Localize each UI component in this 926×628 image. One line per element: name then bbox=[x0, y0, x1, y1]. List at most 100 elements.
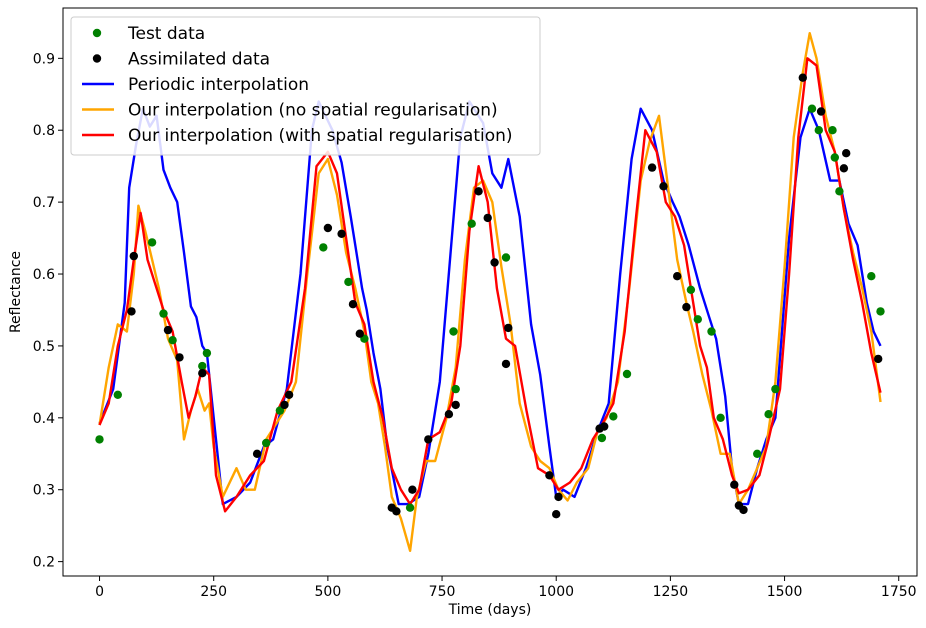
data-point-0 bbox=[344, 277, 353, 287]
x-tick-label: 1750 bbox=[881, 584, 917, 600]
y-tick-label: 0.3 bbox=[33, 483, 55, 499]
data-point-0 bbox=[198, 361, 207, 371]
legend-label: Our interpolation (with spatial regulari… bbox=[128, 126, 513, 146]
legend-box bbox=[70, 16, 541, 156]
data-point-1 bbox=[163, 325, 173, 335]
x-axis-label: Time (days) bbox=[448, 602, 532, 618]
data-point-0 bbox=[609, 412, 618, 421]
data-point-0 bbox=[814, 126, 823, 135]
data-point-0 bbox=[275, 406, 285, 415]
data-point-1 bbox=[424, 435, 433, 444]
data-point-1 bbox=[444, 410, 454, 419]
x-tick-label: 750 bbox=[429, 584, 456, 600]
data-point-1 bbox=[483, 213, 492, 223]
data-point-0 bbox=[753, 449, 762, 458]
y-tick-label: 0.6 bbox=[33, 267, 55, 283]
legend-label: Our interpolation (no spatial regularisa… bbox=[128, 101, 498, 121]
y-axis-label: Reflectance bbox=[8, 251, 24, 333]
data-point-1 bbox=[284, 390, 294, 399]
data-point-1 bbox=[127, 307, 136, 316]
data-point-1 bbox=[816, 107, 826, 116]
data-point-0 bbox=[693, 315, 702, 324]
data-point-0 bbox=[202, 348, 212, 358]
x-tick-label: 250 bbox=[200, 584, 227, 600]
data-point-0 bbox=[807, 104, 817, 113]
legend-marker bbox=[92, 28, 102, 38]
legend-label: Periodic interpolation bbox=[128, 75, 309, 95]
data-point-0 bbox=[707, 327, 716, 336]
data-point-0 bbox=[451, 384, 460, 394]
data-point-0 bbox=[405, 503, 415, 512]
data-point-1 bbox=[874, 354, 883, 364]
data-point-0 bbox=[159, 309, 168, 318]
data-point-1 bbox=[739, 505, 748, 515]
data-point-1 bbox=[647, 163, 657, 172]
data-point-1 bbox=[348, 300, 358, 309]
data-point-1 bbox=[501, 359, 511, 369]
data-point-0 bbox=[830, 153, 839, 162]
data-point-0 bbox=[835, 187, 844, 196]
data-point-0 bbox=[764, 410, 773, 419]
data-point-0 bbox=[262, 438, 271, 448]
series-points bbox=[95, 73, 885, 519]
data-point-0 bbox=[622, 369, 632, 379]
x-tick-label: 500 bbox=[315, 584, 342, 600]
legend: Test data Assimilated data Periodic interp… bbox=[70, 16, 541, 156]
data-point-1 bbox=[490, 258, 499, 267]
data-point-0 bbox=[113, 390, 123, 399]
data-point-1 bbox=[474, 187, 483, 196]
data-point-0 bbox=[467, 219, 476, 228]
data-point-1 bbox=[451, 400, 460, 410]
data-point-0 bbox=[867, 272, 876, 281]
legend-label: Test data bbox=[127, 24, 205, 44]
data-point-1 bbox=[554, 492, 563, 502]
data-point-0 bbox=[716, 413, 725, 422]
x-tick-label: 0 bbox=[95, 584, 104, 600]
y-tick-label: 0.7 bbox=[33, 195, 55, 211]
legend-marker bbox=[92, 54, 102, 63]
data-point-0 bbox=[168, 336, 177, 345]
data-point-1 bbox=[798, 73, 807, 82]
data-point-1 bbox=[355, 329, 364, 338]
data-point-0 bbox=[771, 384, 780, 394]
data-point-1 bbox=[730, 480, 739, 489]
data-point-0 bbox=[876, 307, 885, 316]
data-point-1 bbox=[392, 507, 401, 516]
data-point-1 bbox=[552, 510, 561, 519]
y-tick-label: 0.4 bbox=[33, 411, 55, 427]
data-point-0 bbox=[686, 285, 696, 294]
data-point-0 bbox=[501, 253, 511, 262]
x-tick-label: 1500 bbox=[767, 584, 803, 600]
data-point-1 bbox=[198, 369, 207, 378]
x-tick-label: 1250 bbox=[653, 584, 689, 600]
series-line-1 bbox=[98, 32, 882, 552]
y-tick-label: 0.2 bbox=[33, 555, 55, 571]
data-point-1 bbox=[600, 422, 609, 431]
data-point-1 bbox=[504, 323, 513, 333]
data-point-0 bbox=[597, 433, 607, 443]
data-point-1 bbox=[842, 149, 851, 158]
data-point-0 bbox=[95, 435, 104, 444]
data-point-1 bbox=[337, 229, 346, 238]
data-point-1 bbox=[408, 485, 417, 494]
data-point-0 bbox=[147, 238, 157, 247]
data-point-1 bbox=[323, 223, 333, 233]
data-point-1 bbox=[252, 449, 262, 458]
data-point-1 bbox=[129, 251, 138, 261]
y-tick-label: 0.8 bbox=[33, 123, 55, 139]
data-point-1 bbox=[839, 164, 849, 173]
data-point-1 bbox=[682, 302, 691, 312]
y-tick-label: 0.5 bbox=[33, 339, 55, 355]
data-point-1 bbox=[673, 272, 682, 281]
data-point-1 bbox=[659, 182, 668, 191]
data-point-0 bbox=[449, 327, 458, 336]
axis-ticks: 0 250 500 750 1000 1250 1500 1750 0.2 0.3 0.4 0.5 0.… bbox=[33, 51, 917, 600]
y-tick-label: 0.9 bbox=[33, 51, 55, 67]
plot-frame bbox=[62, 7, 918, 577]
data-point-1 bbox=[175, 353, 184, 362]
legend-label: Assimilated data bbox=[128, 50, 270, 70]
series-line-0 bbox=[98, 100, 882, 506]
series-line-2 bbox=[98, 57, 882, 513]
data-point-0 bbox=[828, 126, 837, 135]
